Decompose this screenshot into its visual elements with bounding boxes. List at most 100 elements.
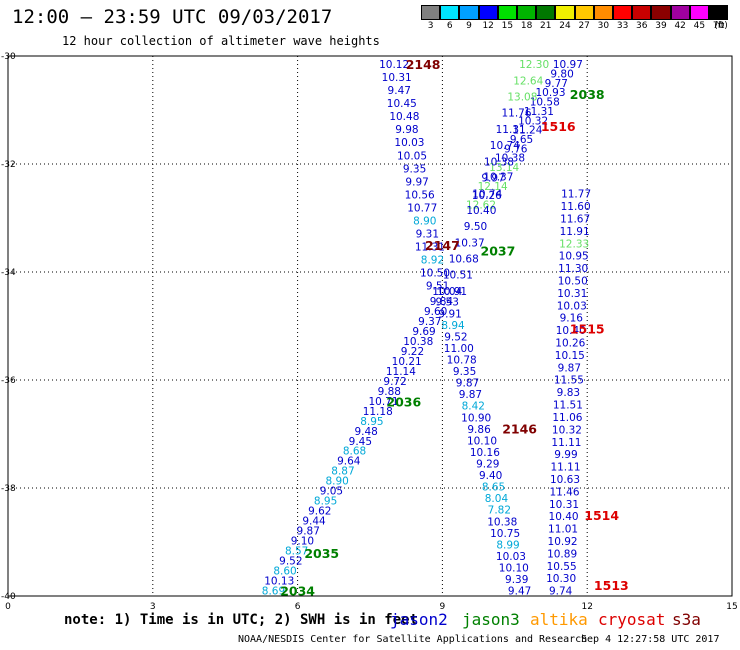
wave-height-value: 10.58 [530, 97, 560, 109]
wave-height-value: 10.75 [490, 528, 520, 540]
wave-height-value: 9.52 [444, 331, 467, 343]
x-tick-label: 0 [5, 602, 11, 612]
plot-grid [8, 56, 732, 596]
wave-height-value: 10.21 [392, 356, 422, 368]
wave-height-value: 9.65 [510, 134, 533, 146]
wave-height-value: 8.90 [413, 215, 436, 227]
legend-swatch [574, 5, 594, 20]
wave-height-value: 9.91 [438, 308, 461, 320]
wave-height-value: 10.45 [387, 98, 417, 110]
wave-height-value: 9.60 [424, 306, 447, 318]
wave-height-value: 10.31 [549, 499, 579, 511]
wave-height-value: 9.05 [320, 486, 343, 498]
track-label: 1513 [594, 578, 629, 593]
legend-label: 33 [616, 21, 629, 31]
wave-height-value: 11.00 [444, 343, 474, 355]
wave-height-value: 9.35 [453, 366, 476, 378]
satellite-jason3: jason3 [462, 610, 520, 629]
wave-height-value: 10.26 [472, 190, 502, 202]
wave-height-value: 8.87 [331, 466, 354, 478]
wave-height-value: 9.16 [560, 313, 584, 325]
wave-height-value: 9.72 [383, 376, 406, 388]
plot-frame [7, 55, 733, 597]
legend-label: 18 [520, 21, 533, 31]
wave-height-value: 10.13 [264, 576, 294, 588]
track-label: 2147 [425, 238, 460, 253]
wave-height-value: 10.05 [397, 150, 427, 162]
wave-height-value: 9.97 [481, 173, 504, 185]
wave-height-value: 10.56 [405, 189, 435, 201]
wave-height-value: 9.37 [418, 316, 441, 328]
legend-label: 36 [636, 21, 648, 31]
wave-height-value: 9.87 [558, 362, 581, 374]
x-tick-label: 9 [440, 602, 446, 612]
y-tick-label: -30 [1, 52, 16, 62]
wave-height-value: 9.69 [412, 326, 435, 338]
wave-height-value: 10.38 [484, 156, 514, 168]
wave-height-value: 12.30 [519, 59, 549, 71]
wave-height-value: 9.51 [426, 281, 449, 293]
wave-height-value: 11.30 [558, 263, 588, 275]
wave-height-value: 11.01 [548, 524, 578, 536]
chart-subtitle: 12 hour collection of altimeter wave hei… [62, 34, 380, 48]
y-tick-label: -32 [1, 160, 16, 170]
wave-height-value: 9.31 [416, 228, 439, 240]
wave-height-value: 9.47 [508, 586, 531, 598]
wave-height-value: 10.97 [553, 59, 583, 71]
wave-height-value: 9.87 [456, 378, 479, 390]
wave-height-value: 9.52 [279, 556, 302, 568]
wave-height-value: 10.31 [557, 288, 587, 300]
wave-height-values: 10.979.809.7710.9310.5811.3110.3211.249.… [262, 59, 591, 598]
track-label: 2146 [502, 422, 537, 437]
wave-height-value: 11.76 [501, 108, 531, 120]
legend-swatch [517, 5, 537, 20]
legend-label: 39 [655, 21, 667, 31]
legend-label: 27 [578, 21, 590, 31]
wave-height-value: 9.99 [554, 449, 577, 461]
wave-height-value: 9.44 [302, 516, 326, 528]
legend-swatch [593, 5, 613, 20]
wave-height-value: 10.74 [472, 189, 502, 201]
wave-height-value: 10.32 [552, 424, 582, 436]
track-label: 1516 [541, 119, 576, 134]
wave-height-value: 9.29 [476, 458, 499, 470]
wave-height-value: 10.92 [548, 536, 578, 548]
legend-swatch [709, 5, 729, 20]
wave-height-value: 8.57 [285, 546, 308, 558]
satellite-jason2: jason2 [390, 610, 448, 629]
legend-swatch [421, 5, 441, 20]
wave-height-value: 10.77 [407, 202, 437, 214]
wave-height-value: 9.40 [479, 470, 502, 482]
legend-label: 45 [693, 21, 706, 31]
legend-label: 21 [540, 21, 552, 31]
track-label: 2037 [481, 243, 516, 258]
wave-height-value: 10.50 [420, 267, 450, 279]
wave-height-value: 11.24 [512, 125, 542, 137]
legend-swatch [613, 5, 633, 20]
wave-height-value: 8.95 [360, 416, 383, 428]
wave-height-value: 10.38 [487, 516, 517, 528]
legend-swatch [555, 5, 575, 20]
wave-height-value: 9.88 [378, 386, 401, 398]
wave-height-value: 9.87 [297, 526, 320, 538]
legend-swatch [459, 5, 479, 20]
generated-timestamp: Sep 4 12:27:58 UTC 2017 [581, 634, 720, 645]
wave-height-value: 9.53 [436, 297, 459, 309]
legend-label: 12 [482, 21, 494, 31]
wave-height-value: 10.32 [518, 115, 548, 127]
legend-swatch [536, 5, 556, 20]
wave-height-value: 9.98 [395, 124, 418, 136]
wave-height-value: 10.40 [549, 511, 579, 523]
wave-height-value: 10.31 [382, 72, 412, 84]
x-tick-label: 6 [295, 602, 301, 612]
wave-height-value: 12.33 [559, 238, 589, 250]
wave-height-value: 9.39 [505, 574, 528, 586]
track-label: 2036 [386, 395, 421, 410]
wave-height-value: 9.97 [405, 176, 428, 188]
wave-height-value: 13.14 [489, 162, 519, 174]
satellite-altika: altika [530, 610, 588, 629]
wave-height-value: 11.67 [560, 214, 590, 226]
track-label: 2038 [570, 87, 605, 102]
legend-unit-label: (ft) [714, 21, 728, 31]
